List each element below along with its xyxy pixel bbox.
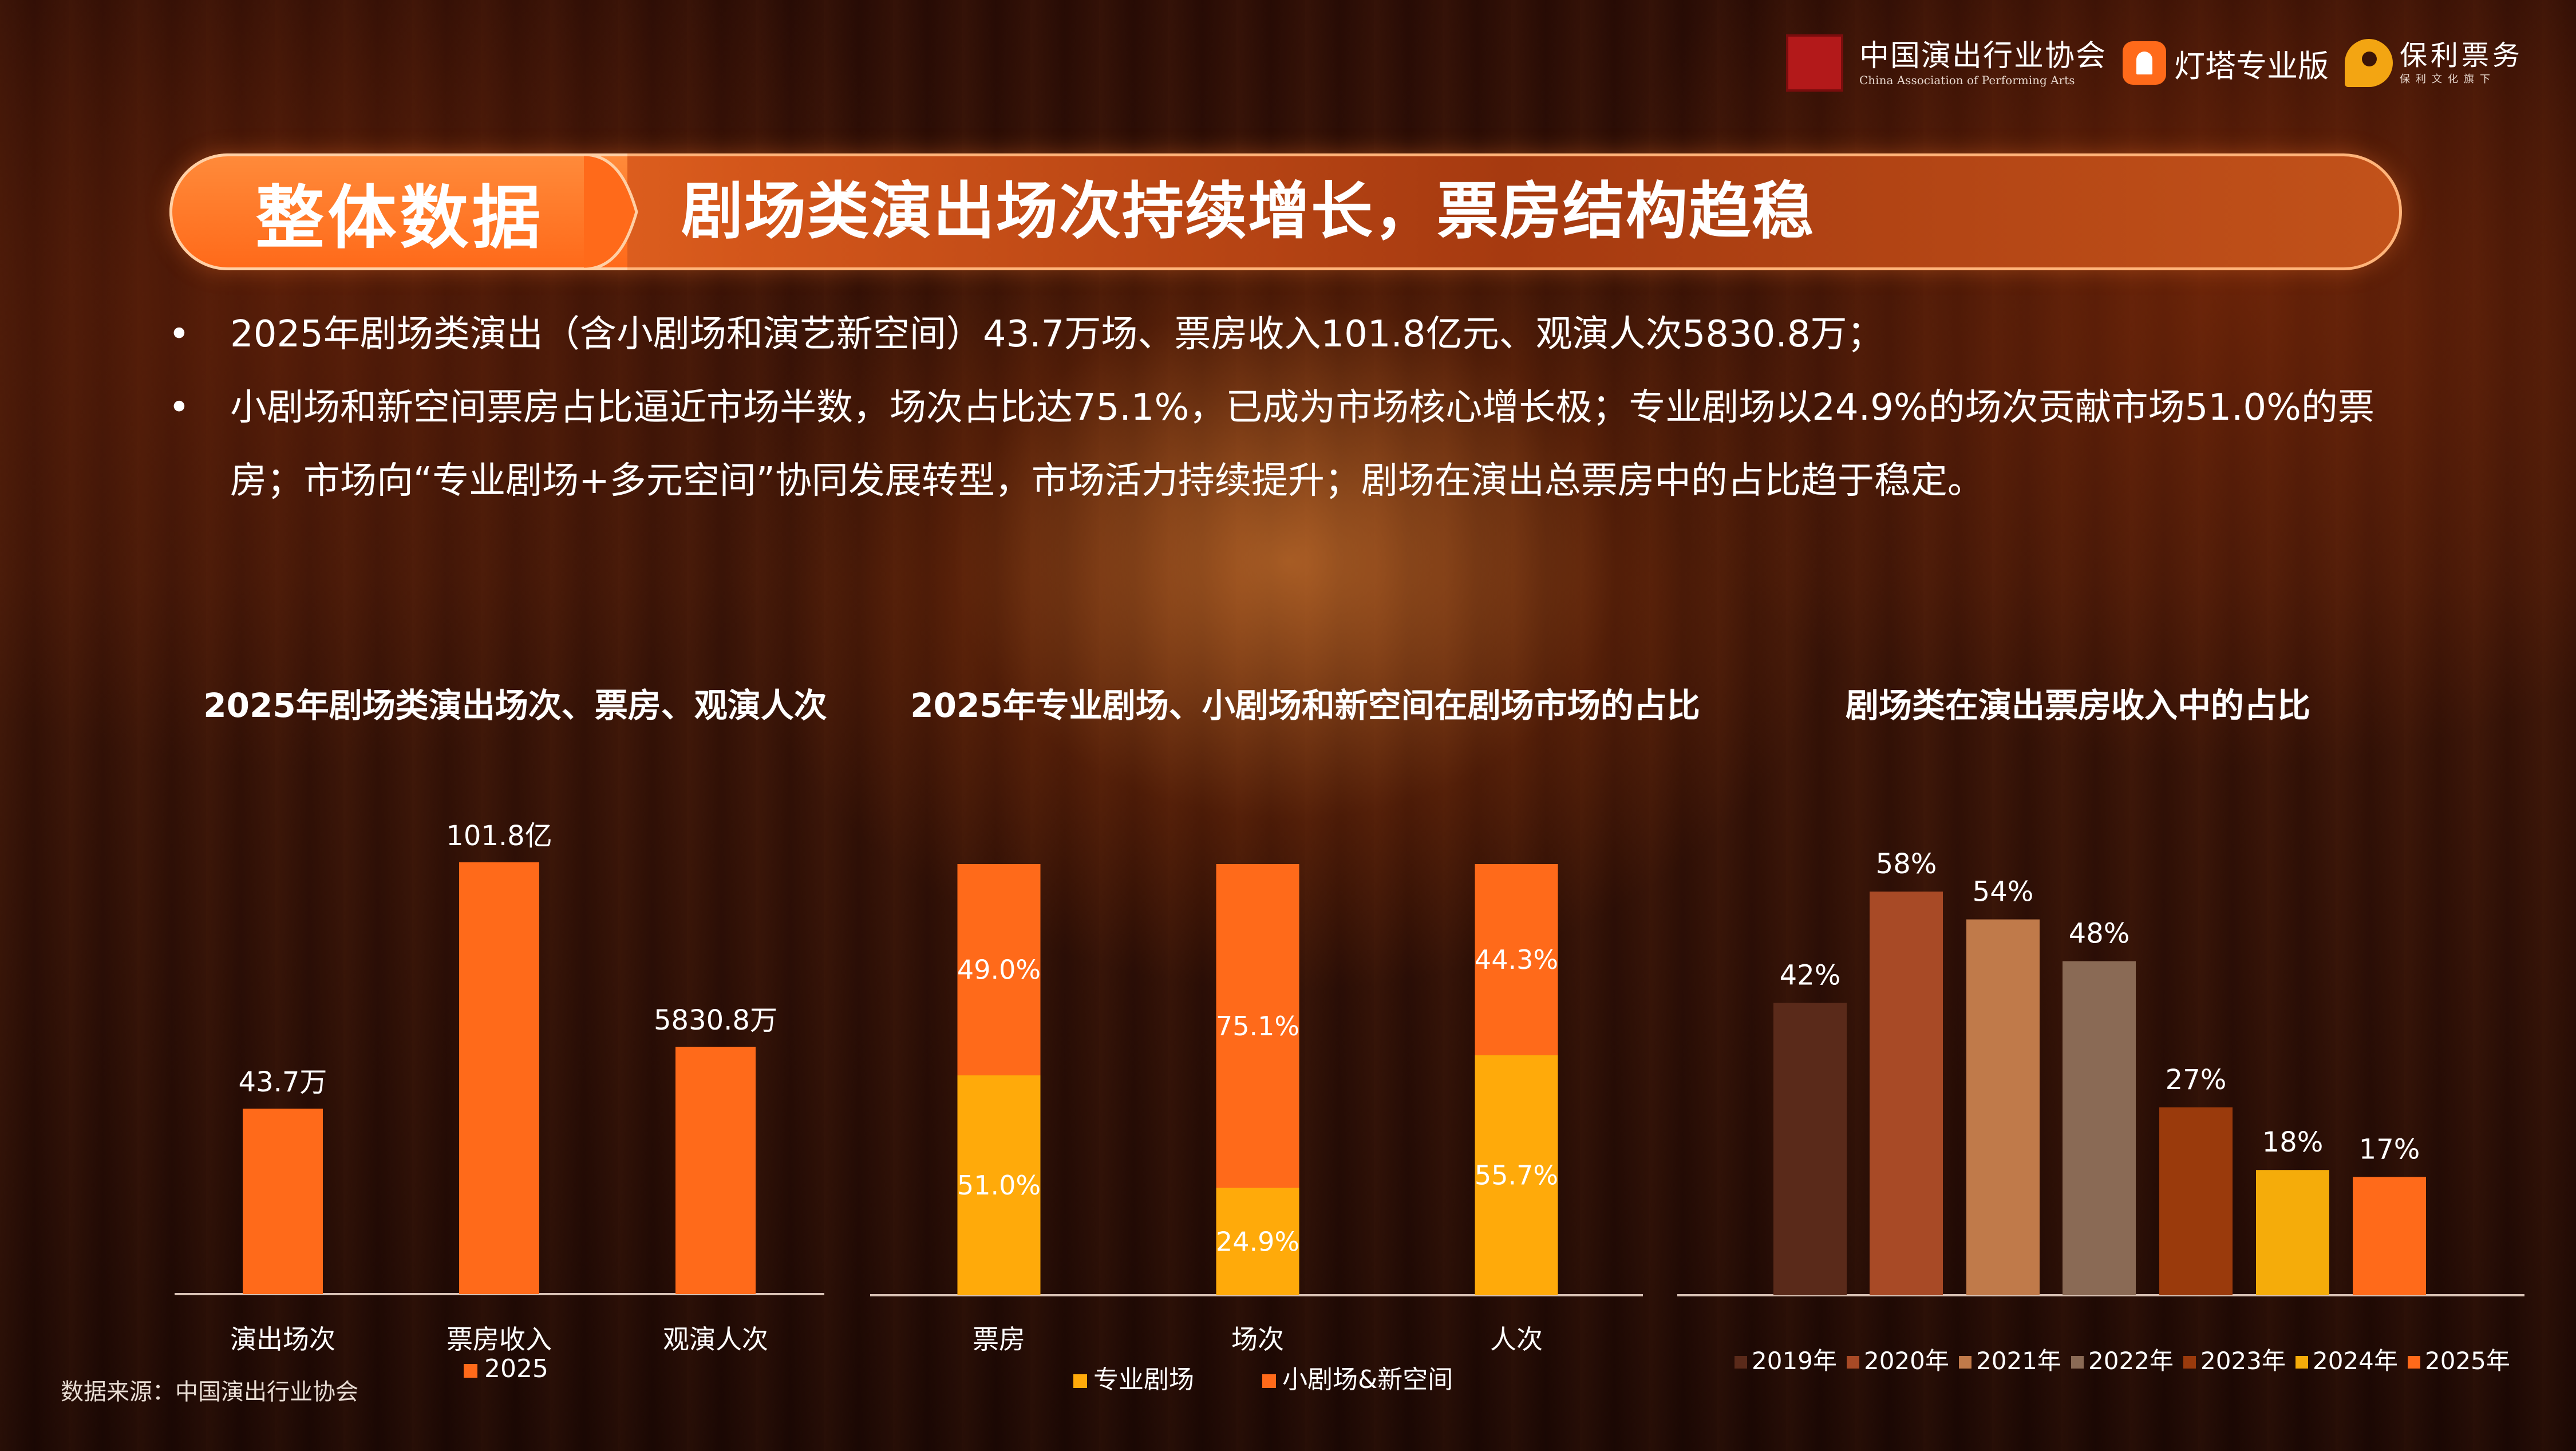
data-label: 44.3% (1475, 944, 1558, 975)
legend-swatch (1735, 1356, 1747, 1369)
bar (2159, 1107, 2233, 1295)
data-label: 17% (2359, 1133, 2420, 1165)
bar (1773, 1003, 1847, 1295)
bar (2353, 1177, 2426, 1295)
bullet-dot-icon: • (168, 387, 190, 429)
caa-logo: 中国演出行业协会 China Association of Performing… (1859, 39, 2107, 87)
bullet-item: • 小剧场和新空间票房占比逼近市场半数，场次占比达75.1%，已成为市场核心增长… (166, 371, 2433, 518)
data-label: 51.0% (957, 1170, 1041, 1201)
data-label: 55.7% (1475, 1160, 1558, 1190)
x-tick-label: 票房 (973, 1324, 1025, 1355)
data-label: 24.9% (1216, 1226, 1299, 1257)
bar (1870, 892, 1943, 1295)
data-label: 58% (1876, 848, 1937, 880)
data-label: 18% (2262, 1126, 2324, 1158)
bar (1966, 919, 2040, 1295)
data-label: 42% (1780, 959, 1841, 991)
caa-seal-logo (1786, 34, 1843, 92)
legend-label: 专业剧场 (1093, 1365, 1194, 1394)
data-label: 101.8亿 (446, 820, 552, 852)
legend-swatch (2071, 1356, 2084, 1369)
section-tag-tail (584, 153, 638, 270)
bullet-item: • 2025年剧场类演出（含小剧场和演艺新空间）43.7万场、票房收入101.8… (166, 298, 2433, 371)
legend-label: 2021年 (1976, 1347, 2061, 1375)
data-label: 27% (2166, 1064, 2227, 1096)
dengta-logo: 灯塔专业版 (2123, 41, 2329, 86)
legend-swatch (2183, 1356, 2196, 1369)
data-label: 54% (1973, 876, 2034, 908)
chart3-title: 剧场类在演出票房收入中的占比 (1845, 686, 2310, 725)
legend-label: 2019年 (1752, 1347, 1837, 1375)
chart1-title: 2025年剧场类演出场次、票房、观演人次 (203, 686, 827, 725)
data-label: 43.7万 (239, 1066, 327, 1098)
dengta-logo-text: 灯塔专业版 (2174, 48, 2329, 84)
x-tick-label: 人次 (1490, 1324, 1543, 1355)
legend-swatch (2296, 1356, 2308, 1369)
data-source: 数据来源：中国演出行业协会 (61, 1379, 358, 1405)
stacked-bar-segment (957, 864, 1041, 1075)
x-tick-label: 票房收入 (447, 1324, 552, 1355)
legend-swatch (1262, 1374, 1276, 1388)
bar (2256, 1170, 2329, 1295)
bar (675, 1046, 756, 1294)
legend-label: 小剧场&新空间 (1282, 1365, 1453, 1394)
stacked-bar-segment (957, 1075, 1041, 1295)
bar (459, 862, 539, 1294)
stacked-bar-segment (1475, 1055, 1558, 1295)
legend-swatch (1959, 1356, 1971, 1369)
page-title: 剧场类演出场次持续增长，票房结构趋稳 (681, 176, 1815, 247)
legend-label: 2025 (484, 1354, 548, 1383)
poly-logo: 保利票务 保利文化旗下 (2345, 39, 2523, 87)
bullet-dot-icon: • (168, 313, 190, 356)
dengta-icon (2123, 41, 2167, 85)
stacked-bar-segment (1216, 1188, 1299, 1295)
legend-swatch (1073, 1374, 1087, 1388)
legend-swatch (2408, 1356, 2420, 1369)
caa-logo-cn: 中国演出行业协会 (1859, 39, 2107, 73)
bar (243, 1109, 323, 1294)
x-tick-label: 观演人次 (663, 1324, 768, 1355)
legend-label: 2020年 (1864, 1347, 1949, 1375)
legend-label: 2025年 (2425, 1347, 2510, 1375)
poly-logo-cn: 保利票务 (2400, 40, 2524, 72)
poly-icon (2345, 39, 2393, 87)
legend-label: 2022年 (2088, 1347, 2174, 1375)
summary-bullets: • 2025年剧场类演出（含小剧场和演艺新空间）43.7万场、票房收入101.8… (166, 298, 2433, 518)
section-tag: 整体数据 (169, 153, 627, 270)
section-tag-label: 整体数据 (255, 179, 544, 258)
x-tick-label: 场次 (1231, 1324, 1284, 1355)
bar (2063, 961, 2136, 1295)
legend-swatch (1847, 1356, 1859, 1369)
x-tick-label: 演出场次 (230, 1324, 335, 1355)
header-logos: 中国演出行业协会 China Association of Performing… (1786, 29, 2542, 97)
data-label: 49.0% (957, 954, 1041, 985)
stacked-bar-segment (1475, 864, 1558, 1055)
poly-logo-sub: 保利文化旗下 (2400, 73, 2496, 85)
chart2-svg: 51.0% 49.0% 票房 24.9% 75.1% 场次 55.7% 44.3% 人次专业剧场… (870, 864, 1643, 1394)
bullet-text: 小剧场和新空间票房占比逼近市场半数，场次占比达75.1%，已成为市场核心增长极；… (230, 387, 2374, 502)
chart3-svg: 42% 58% 54% 48% 27% 18% 17% 2019年 2020年 2021年 2022… (1677, 848, 2524, 1375)
chart2-title: 2025年专业剧场、小剧场和新空间在剧场市场的占比 (910, 686, 1700, 725)
legend-label: 2023年 (2200, 1347, 2286, 1375)
bullet-text: 2025年剧场类演出（含小剧场和演艺新空间）43.7万场、票房收入101.8亿元… (230, 313, 1884, 356)
data-label: 5830.8万 (654, 1004, 777, 1036)
data-label: 75.1% (1216, 1011, 1299, 1042)
stacked-bar-segment (1216, 864, 1299, 1188)
caa-logo-en: China Association of Performing Arts (1859, 73, 2075, 87)
data-label: 48% (2069, 918, 2130, 950)
legend-label: 2024年 (2313, 1347, 2398, 1375)
legend-swatch (464, 1364, 477, 1378)
